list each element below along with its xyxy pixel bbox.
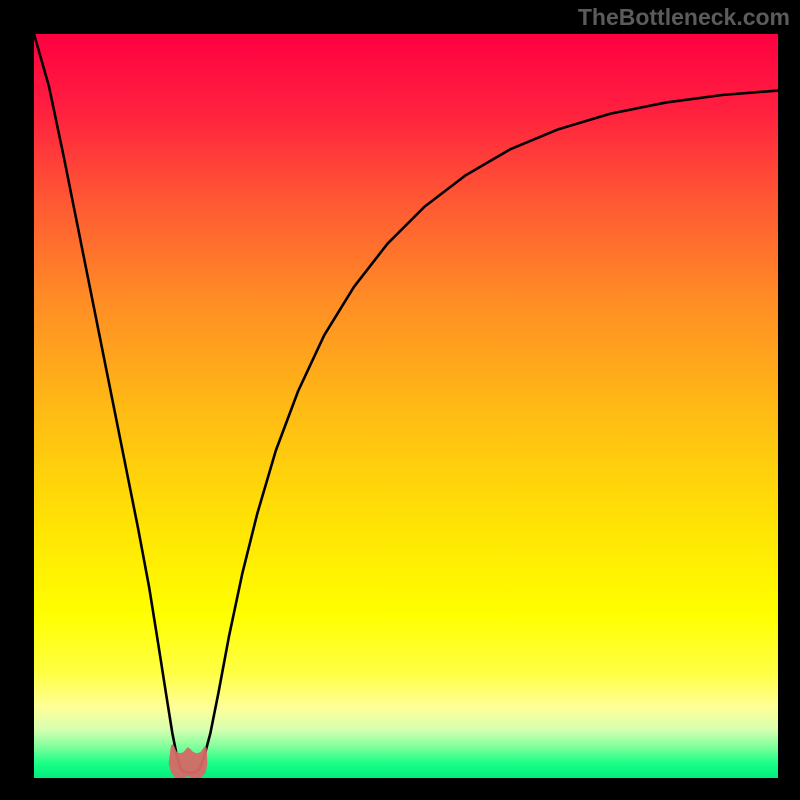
bottleneck-curve xyxy=(34,34,778,773)
watermark-text: TheBottleneck.com xyxy=(578,4,790,31)
marker-blob xyxy=(170,746,206,778)
chart-svg xyxy=(34,34,778,778)
plot-area xyxy=(34,34,778,778)
